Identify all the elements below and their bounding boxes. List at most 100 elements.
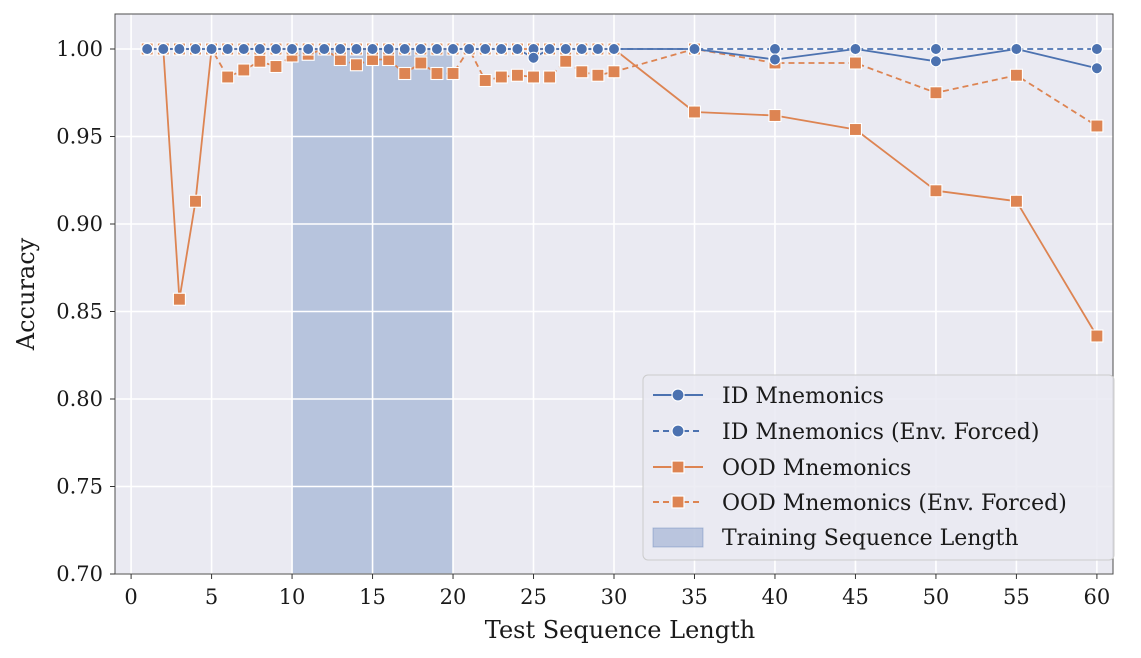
series-0-point bbox=[527, 51, 540, 64]
x-tick-label: 40 bbox=[762, 585, 789, 609]
series-0-point bbox=[591, 42, 604, 56]
legend-item-ood: OOD Mnemonics bbox=[653, 456, 911, 481]
legend-swatch-training bbox=[652, 527, 704, 548]
series-2-point bbox=[172, 292, 186, 306]
series-3-point bbox=[929, 86, 943, 100]
series-0-point bbox=[479, 42, 492, 56]
series-3-point bbox=[446, 66, 460, 81]
series-0-point bbox=[141, 42, 154, 56]
x-tick-label: 60 bbox=[1084, 585, 1111, 609]
series-2-point bbox=[188, 194, 203, 208]
legend: ID Mnemonics ID Mnemonics (Env. Forced) … bbox=[642, 374, 1115, 561]
x-tick-label: 45 bbox=[842, 585, 869, 609]
series-3-point bbox=[526, 70, 541, 84]
series-0-point bbox=[1090, 62, 1103, 75]
series-0-point bbox=[302, 42, 315, 56]
series-0-point bbox=[559, 42, 572, 56]
series-0-point bbox=[334, 42, 347, 56]
legend-label-ood-forced: OOD Mnemonics (Env. Forced) bbox=[722, 491, 1067, 516]
series-0-point bbox=[929, 55, 942, 68]
series-0-point bbox=[366, 42, 379, 56]
legend-label-training: Training Sequence Length bbox=[722, 526, 1019, 551]
series-0-point bbox=[253, 42, 266, 56]
x-tick-label: 5 bbox=[205, 585, 218, 609]
legend-item-training: Training Sequence Length bbox=[652, 526, 1019, 551]
series-3-point bbox=[430, 66, 444, 81]
series-3-point bbox=[494, 70, 508, 84]
series-0-point bbox=[157, 42, 170, 56]
x-tick-label: 15 bbox=[359, 585, 386, 609]
x-tick-label: 10 bbox=[279, 585, 306, 609]
series-1-point bbox=[768, 42, 782, 56]
x-tick-label: 35 bbox=[681, 585, 708, 609]
series-0-point bbox=[318, 42, 331, 56]
series-3-point bbox=[559, 54, 573, 68]
x-tick-label: 0 bbox=[124, 585, 137, 609]
series-3-point bbox=[253, 54, 267, 68]
y-tick-label: 0.95 bbox=[56, 125, 103, 149]
y-tick-label: 0.80 bbox=[56, 387, 103, 411]
series-0-point bbox=[607, 42, 621, 56]
series-0-point bbox=[189, 42, 202, 56]
series-0-point bbox=[350, 42, 363, 56]
series-3-point bbox=[221, 70, 235, 84]
series-2-point bbox=[1009, 194, 1023, 208]
series-2-point bbox=[1090, 329, 1104, 343]
series-0-point bbox=[205, 42, 218, 56]
series-3-point bbox=[269, 59, 283, 74]
series-0-point bbox=[575, 42, 588, 56]
series-0-point bbox=[398, 42, 411, 56]
y-tick-label: 0.70 bbox=[56, 562, 103, 586]
x-tick-label: 20 bbox=[440, 585, 467, 609]
series-3-point bbox=[510, 68, 524, 82]
series-0-point bbox=[221, 42, 234, 56]
series-0-point bbox=[382, 42, 395, 56]
legend-label-ood: OOD Mnemonics bbox=[722, 456, 911, 481]
y-tick-label: 0.90 bbox=[56, 212, 103, 236]
series-1-point bbox=[929, 42, 942, 56]
series-3-point bbox=[349, 58, 364, 72]
series-0-point bbox=[463, 42, 476, 56]
series-0-point bbox=[511, 42, 524, 56]
series-3-point bbox=[591, 68, 605, 82]
series-3-point bbox=[543, 70, 557, 84]
legend-marker-id bbox=[671, 388, 685, 402]
series-3-point bbox=[398, 66, 412, 81]
x-tick-label: 50 bbox=[923, 585, 950, 609]
series-0-point bbox=[543, 42, 556, 56]
x-tick-label: 25 bbox=[520, 585, 547, 609]
series-0-point bbox=[495, 42, 508, 56]
series-0-point bbox=[173, 42, 186, 56]
x-tick-label: 55 bbox=[1003, 585, 1030, 609]
y-tick-label: 0.85 bbox=[56, 300, 103, 324]
legend-item-id-forced: ID Mnemonics (Env. Forced) bbox=[653, 420, 1039, 445]
y-tick-label: 1.00 bbox=[56, 37, 103, 61]
x-axis-label: Test Sequence Length bbox=[485, 616, 755, 644]
series-0-point bbox=[414, 42, 427, 56]
legend-label-id: ID Mnemonics bbox=[722, 384, 884, 409]
series-1-point bbox=[1090, 42, 1103, 56]
series-0-point bbox=[1010, 42, 1023, 56]
legend-item-ood-forced: OOD Mnemonics (Env. Forced) bbox=[653, 491, 1067, 516]
legend-marker-ood bbox=[671, 460, 685, 474]
series-0-point bbox=[446, 42, 460, 56]
y-axis-label: Accuracy bbox=[12, 237, 40, 351]
tick-layer: 0 5 10 15 20 25 30 35 40 45 50 55 60 0.70 0.75 0.80 0.85… bbox=[56, 37, 1110, 609]
series-0-point bbox=[688, 42, 701, 56]
series-0-point bbox=[286, 42, 299, 56]
legend-box bbox=[642, 374, 1115, 561]
legend-marker-ood-forced bbox=[671, 495, 685, 509]
series-3-point bbox=[1090, 119, 1104, 133]
series-layer bbox=[140, 42, 1104, 343]
series-3-point bbox=[607, 65, 621, 79]
series-3-point bbox=[414, 56, 428, 70]
series-2-point bbox=[929, 184, 943, 198]
series-0-point bbox=[849, 42, 862, 56]
series-0-point bbox=[237, 42, 250, 56]
series-3-point bbox=[575, 65, 589, 79]
series-3-point bbox=[237, 63, 251, 77]
x-tick-label: 30 bbox=[601, 585, 628, 609]
series-2-point bbox=[848, 122, 863, 137]
